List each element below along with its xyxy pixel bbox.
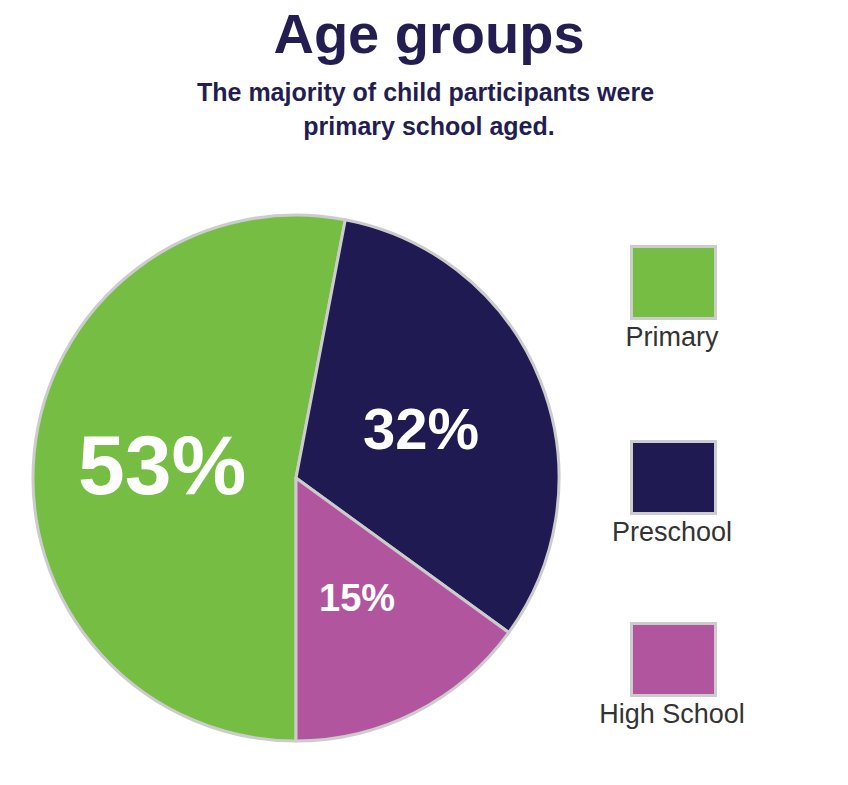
svg-text:High School: High School: [599, 699, 745, 729]
svg-text:32%: 32%: [363, 396, 479, 461]
svg-text:Primary: Primary: [626, 322, 719, 352]
svg-text:15%: 15%: [319, 577, 395, 619]
svg-text:primary school aged.: primary school aged.: [303, 112, 554, 140]
svg-text:Preschool: Preschool: [612, 517, 732, 547]
svg-text:Age groups: Age groups: [273, 2, 584, 65]
svg-text:The majority of child particip: The majority of child participants were: [197, 78, 661, 106]
svg-text:53%: 53%: [78, 418, 246, 512]
